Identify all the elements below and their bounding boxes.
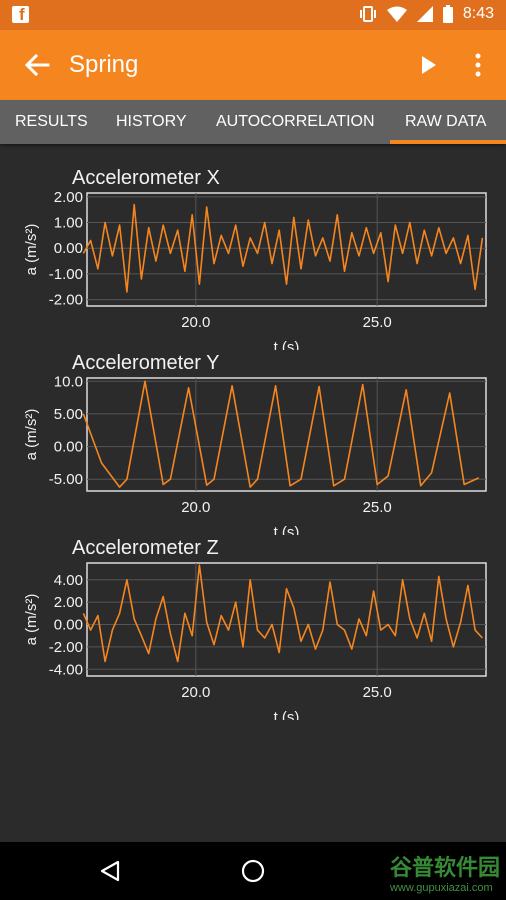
facebook-icon: f [12, 5, 29, 24]
tab-history[interactable]: HISTORY [116, 113, 187, 130]
tab-raw-data[interactable]: RAW DATA [405, 113, 487, 130]
y-tick-label: 5.00 [54, 406, 83, 423]
tab-autocorrelation[interactable]: AUTOCORRELATION [216, 113, 375, 130]
y-tick-label: 10.0 [54, 373, 83, 390]
series-line [82, 380, 480, 488]
y-tick-label: 2.00 [54, 594, 83, 611]
more-options-icon[interactable] [466, 50, 490, 80]
status-time: 8:43 [462, 5, 494, 22]
y-tick-label: -2.00 [49, 292, 83, 309]
navigation-bar: 谷普软件园 www.gupuxiazai.com [0, 842, 506, 900]
y-axis-label: a (m/s²) [23, 594, 40, 646]
y-tick-label: -1.00 [49, 266, 83, 283]
vibrate-icon [359, 6, 376, 22]
signal-icon [416, 6, 433, 22]
accelerometer-x-plot: 2.00 1.00 0.00 -1.00 -2.00 20.0 25.0 t (s) a (m/… [23, 189, 487, 350]
x-axis-label: t (s) [274, 709, 300, 720]
tab-results[interactable]: RESULTS [15, 113, 88, 130]
y-tick-label: 0.00 [54, 240, 83, 257]
x-tick-label: 20.0 [181, 314, 210, 331]
y-axis-label: a (m/s²) [23, 409, 40, 461]
app-bar: Spring [0, 30, 506, 100]
back-arrow-icon[interactable] [20, 48, 54, 82]
series-line [82, 564, 483, 663]
x-tick-label: 25.0 [363, 684, 392, 701]
y-tick-label: 0.00 [54, 617, 83, 634]
x-tick-label: 25.0 [363, 499, 392, 516]
y-tick-label: 0.00 [54, 439, 83, 456]
plot-area [86, 377, 487, 492]
y-tick-label: 1.00 [54, 215, 83, 232]
y-tick-label: 4.00 [54, 572, 83, 589]
series-line [82, 203, 484, 293]
x-tick-label: 20.0 [181, 684, 210, 701]
y-tick-label: -5.00 [49, 471, 83, 488]
chart-title: Accelerometer Z [72, 537, 219, 559]
status-icons: 8:43 [359, 5, 494, 23]
watermark: 谷普软件园 www.gupuxiazai.com [389, 855, 500, 894]
battery-icon [442, 5, 453, 23]
x-axis-label: t (s) [274, 339, 300, 350]
accelerometer-z-plot: 4.00 2.00 0.00 -2.00 -4.00 20.0 25.0 t (s) a (m/… [23, 562, 487, 720]
back-nav-icon[interactable] [98, 859, 122, 883]
y-tick-label: -4.00 [49, 661, 83, 678]
home-nav-icon[interactable] [241, 859, 265, 883]
x-axis-label: t (s) [274, 524, 300, 535]
chart-title: Accelerometer X [72, 167, 220, 189]
accelerometer-y-plot: 10.0 5.00 0.00 -5.00 20.0 25.0 t (s) a (m/s²) [23, 373, 487, 535]
y-tick-label: -2.00 [49, 639, 83, 656]
status-bar: f 8:43 [0, 0, 506, 30]
tab-bar: RESULTS HISTORY AUTOCORRELATION RAW DATA [0, 100, 506, 144]
plot-area [86, 192, 487, 307]
page-title: Spring [69, 51, 139, 78]
x-tick-label: 20.0 [181, 499, 210, 516]
y-axis-label: a (m/s²) [23, 224, 40, 276]
play-icon[interactable] [415, 52, 441, 78]
x-tick-label: 25.0 [363, 314, 392, 331]
wifi-icon [386, 6, 407, 22]
y-tick-label: 2.00 [54, 189, 83, 206]
chart-title: Accelerometer Y [72, 352, 220, 374]
active-tab-indicator [390, 140, 506, 144]
plot-area [86, 562, 487, 677]
